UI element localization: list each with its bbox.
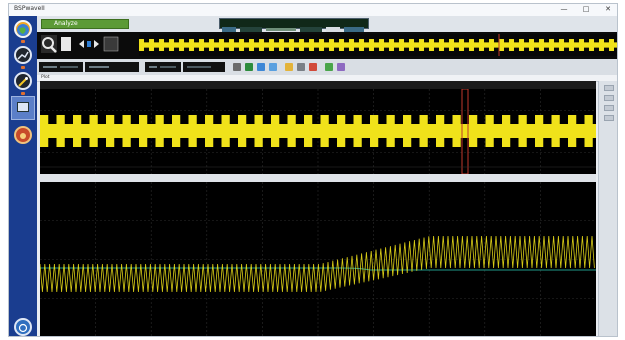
- status-bar: [37, 59, 617, 76]
- zoom-icon[interactable]: [41, 35, 57, 53]
- globe-icon[interactable]: [14, 20, 32, 38]
- app-window: BSPwaveII — □ ✕ Analyze: [8, 3, 618, 337]
- minimize-button[interactable]: —: [560, 5, 568, 13]
- status-cell: [39, 62, 83, 72]
- tab-analyze[interactable]: Analyze: [41, 19, 129, 29]
- right-tool-button[interactable]: [604, 85, 614, 91]
- power-icon[interactable]: [14, 318, 32, 336]
- panel-header-label: Plot: [41, 75, 50, 80]
- panel-title-bar: [40, 81, 596, 89]
- filter-icon[interactable]: [325, 63, 333, 71]
- window-controls: — □ ✕: [559, 5, 613, 14]
- page-icon[interactable]: [61, 37, 71, 51]
- sidebar-marker: [21, 66, 25, 69]
- right-tool-button[interactable]: [604, 95, 614, 101]
- settings-icon[interactable]: [297, 63, 305, 71]
- window-title: BSPwaveII: [14, 5, 45, 12]
- measure-icon[interactable]: [269, 63, 277, 71]
- chart-tool-icon[interactable]: [245, 63, 253, 71]
- waveform-plot-bottom[interactable]: [39, 182, 596, 337]
- grid-icon[interactable]: [103, 36, 119, 52]
- main-toolbar: Analyze: [37, 16, 617, 33]
- arrow-right-icon[interactable]: [94, 40, 99, 48]
- cursor-icon[interactable]: [257, 63, 265, 71]
- sidebar: [9, 16, 37, 336]
- sidebar-marker: [21, 40, 25, 43]
- waveform-panel-top[interactable]: [40, 88, 596, 175]
- panel-splitter[interactable]: [40, 174, 596, 182]
- tab-analyze-label: Analyze: [54, 20, 78, 27]
- waveform-plot-top[interactable]: [40, 88, 596, 175]
- monitor-icon: [17, 102, 29, 112]
- overview-strip[interactable]: [37, 32, 617, 59]
- right-toolbar: [598, 81, 617, 336]
- export-icon[interactable]: [309, 63, 317, 71]
- marker-icon[interactable]: [285, 63, 293, 71]
- status-cell: [85, 62, 139, 72]
- status-cell: [145, 62, 181, 72]
- wand-icon[interactable]: [14, 72, 32, 90]
- arrow-left-icon[interactable]: [79, 40, 84, 48]
- overview-controls: [41, 35, 121, 55]
- overview-waveform[interactable]: [139, 34, 617, 56]
- waveform-panel-bottom[interactable]: [39, 182, 596, 337]
- maximize-button[interactable]: □: [582, 5, 590, 13]
- overview-signal: [139, 39, 617, 51]
- right-tool-button[interactable]: [604, 115, 614, 121]
- close-button[interactable]: ✕: [605, 5, 611, 13]
- chart-icon[interactable]: [14, 46, 32, 64]
- status-strip: [219, 18, 369, 32]
- sidebar-marker: [21, 92, 25, 95]
- sidebar-item-selected[interactable]: [11, 96, 35, 120]
- layers-icon[interactable]: [337, 63, 345, 71]
- minus-icon[interactable]: [233, 63, 241, 71]
- dot-icon[interactable]: [87, 41, 91, 47]
- target-icon[interactable]: [14, 126, 32, 144]
- square-wave-signal: [40, 115, 596, 147]
- right-tool-button[interactable]: [604, 105, 614, 111]
- oscillation-trace: [39, 235, 595, 293]
- status-cell: [183, 62, 225, 72]
